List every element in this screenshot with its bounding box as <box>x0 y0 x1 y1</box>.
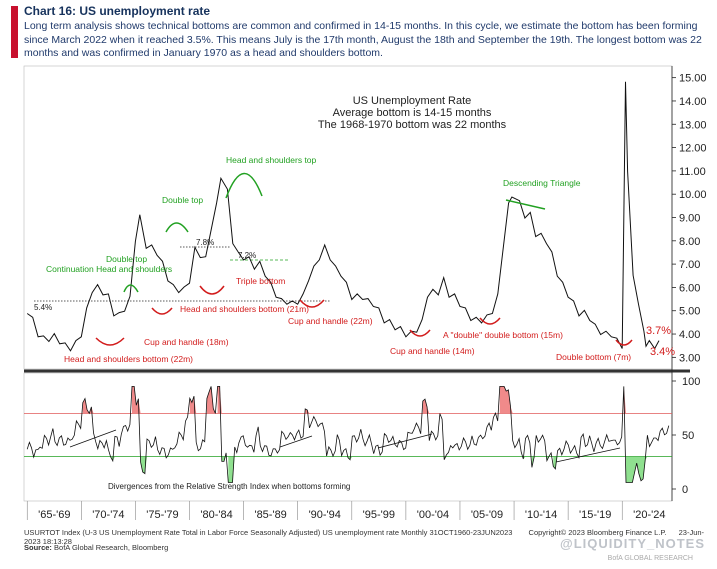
y-tick-label: 8.00 <box>679 236 700 248</box>
level-label-7-2: 7.2% <box>238 251 256 260</box>
y-tick-label: 5.00 <box>679 306 700 318</box>
rsi-line <box>26 386 670 483</box>
ann-double-top-1: Double top <box>106 254 147 264</box>
rsi-divergence-2 <box>279 435 313 448</box>
unemployment-line <box>26 81 660 352</box>
brand-mark: BofA GLOBAL RESEARCH <box>607 555 693 562</box>
chart-subtitle: Long term analysis shows technical botto… <box>24 20 702 59</box>
x-tick-label: '00-'04 <box>417 509 449 521</box>
y-tick-label: 11.00 <box>679 166 706 178</box>
last-label-3-7: 3.7% <box>646 325 671 337</box>
x-tick-label: '80-'84 <box>200 509 232 521</box>
arc-triple-bottom <box>199 285 225 295</box>
ann-cup-handle-18m: Cup and handle (18m) <box>144 337 229 347</box>
chart-header: Chart 16: US unemployment rate Long term… <box>24 4 704 61</box>
ann-double-bottom: Double bottom (7m) <box>556 352 631 362</box>
ann-descending-triangle: Descending Triangle <box>503 178 581 188</box>
footer-index-line: USURTOT Index (U-3 US Unemployment Rate … <box>24 528 717 546</box>
y-tick-label: 12.00 <box>679 143 707 155</box>
chart-notes: US Unemployment Rate Average bottom is 1… <box>318 95 507 131</box>
header-accent-bar <box>11 6 18 58</box>
x-tick-label: '90-'94 <box>309 509 341 521</box>
ann-hs-bottom-21m: Head and shoulders bottom (21m) <box>180 304 309 314</box>
y-tick-label: 4.00 <box>679 329 700 341</box>
footer-index: USURTOT Index (U-3 US Unemployment Rate … <box>24 528 513 537</box>
arc-double-top-2 <box>165 222 189 233</box>
x-tick-label: '65-'69 <box>38 509 70 521</box>
rsi-divergence-3 <box>377 433 433 449</box>
y-tick-label: 3.00 <box>679 352 700 364</box>
rsi-tick-label: 0 <box>682 484 688 496</box>
ann-double-top-2: Double top <box>162 195 203 205</box>
ann-hs-bottom: Head and shoulders bottom (22m) <box>64 354 193 364</box>
footer-copyright: Copyright© 2023 Bloomberg Finance L.P. <box>528 528 667 537</box>
y-tick-label: 15.00 <box>679 73 707 85</box>
arc-double-top-1 <box>123 284 139 293</box>
main-note-2: The 1968-1970 bottom was 22 months <box>318 119 507 131</box>
footer-source: Source: BofA Global Research, Bloomberg <box>24 543 168 552</box>
watermark: @LIQUIDITY_NOTES <box>560 536 705 551</box>
arc-hs-bottom <box>95 337 125 346</box>
rsi-divergence-4 <box>555 447 621 463</box>
arc-cup-handle-1 <box>151 307 173 315</box>
x-tick-label: '05-'09 <box>471 509 503 521</box>
x-tick-label: '75-'79 <box>146 509 178 521</box>
rsi-tick-label: 100 <box>682 376 700 388</box>
x-tick-label: '85-'89 <box>254 509 286 521</box>
y-tick-label: 7.00 <box>679 259 700 271</box>
y-tick-label: 6.00 <box>679 282 700 294</box>
source-text: BofA Global Research, Bloomberg <box>54 543 169 552</box>
ann-cup-handle-22m: Cup and handle (22m) <box>288 316 373 326</box>
rsi-title: Divergences from the Relative Strength I… <box>108 482 350 491</box>
rsi-oversold-fill <box>33 456 648 483</box>
x-tick-label: '20-'24 <box>633 509 665 521</box>
ann-continuation-hs: Continuation Head and shoulders <box>46 264 172 274</box>
rsi-divergence-1 <box>69 429 117 448</box>
x-tick-label: '70-'74 <box>92 509 124 521</box>
arc-double-double <box>479 317 501 325</box>
ann-cup-handle-14m: Cup and handle (14m) <box>390 346 475 356</box>
level-label-5-4: 5.4% <box>34 303 52 312</box>
arc-cup-handle-2 <box>299 299 325 308</box>
rsi-overbought-fill <box>82 386 627 414</box>
rsi-tick-label: 50 <box>682 430 694 442</box>
y-tick-label: 14.00 <box>679 96 707 108</box>
arc-double-bottom <box>615 339 633 346</box>
main-title: US Unemployment Rate <box>353 95 472 107</box>
y-tick-label: 10.00 <box>679 189 707 201</box>
line-descending-triangle <box>505 199 546 210</box>
x-tick-label: '15-'19 <box>579 509 611 521</box>
arc-head-shoulders-top <box>225 172 263 199</box>
footer-timestamp: 23-Jun-2023 18:13:28 <box>24 528 705 546</box>
ann-triple-bottom: Triple bottom <box>236 276 285 286</box>
chart-title: Chart 16: US unemployment rate <box>24 4 211 18</box>
ann-double-double: A "double" double bottom (15m) <box>443 330 563 340</box>
x-tick-label: '95-'99 <box>363 509 395 521</box>
main-note-1: Average bottom is 14-15 months <box>333 107 492 119</box>
last-label-3-4: 3.4% <box>650 346 675 358</box>
level-label-7-8: 7.8% <box>196 238 214 247</box>
y-tick-label: 13.00 <box>679 119 707 131</box>
ann-hs-top: Head and shoulders top <box>226 155 317 165</box>
x-tick-label: '10-'14 <box>525 509 557 521</box>
y-tick-label: 9.00 <box>679 213 700 225</box>
source-label: Source: <box>24 543 52 552</box>
arc-cup-handle-3 <box>409 329 431 337</box>
